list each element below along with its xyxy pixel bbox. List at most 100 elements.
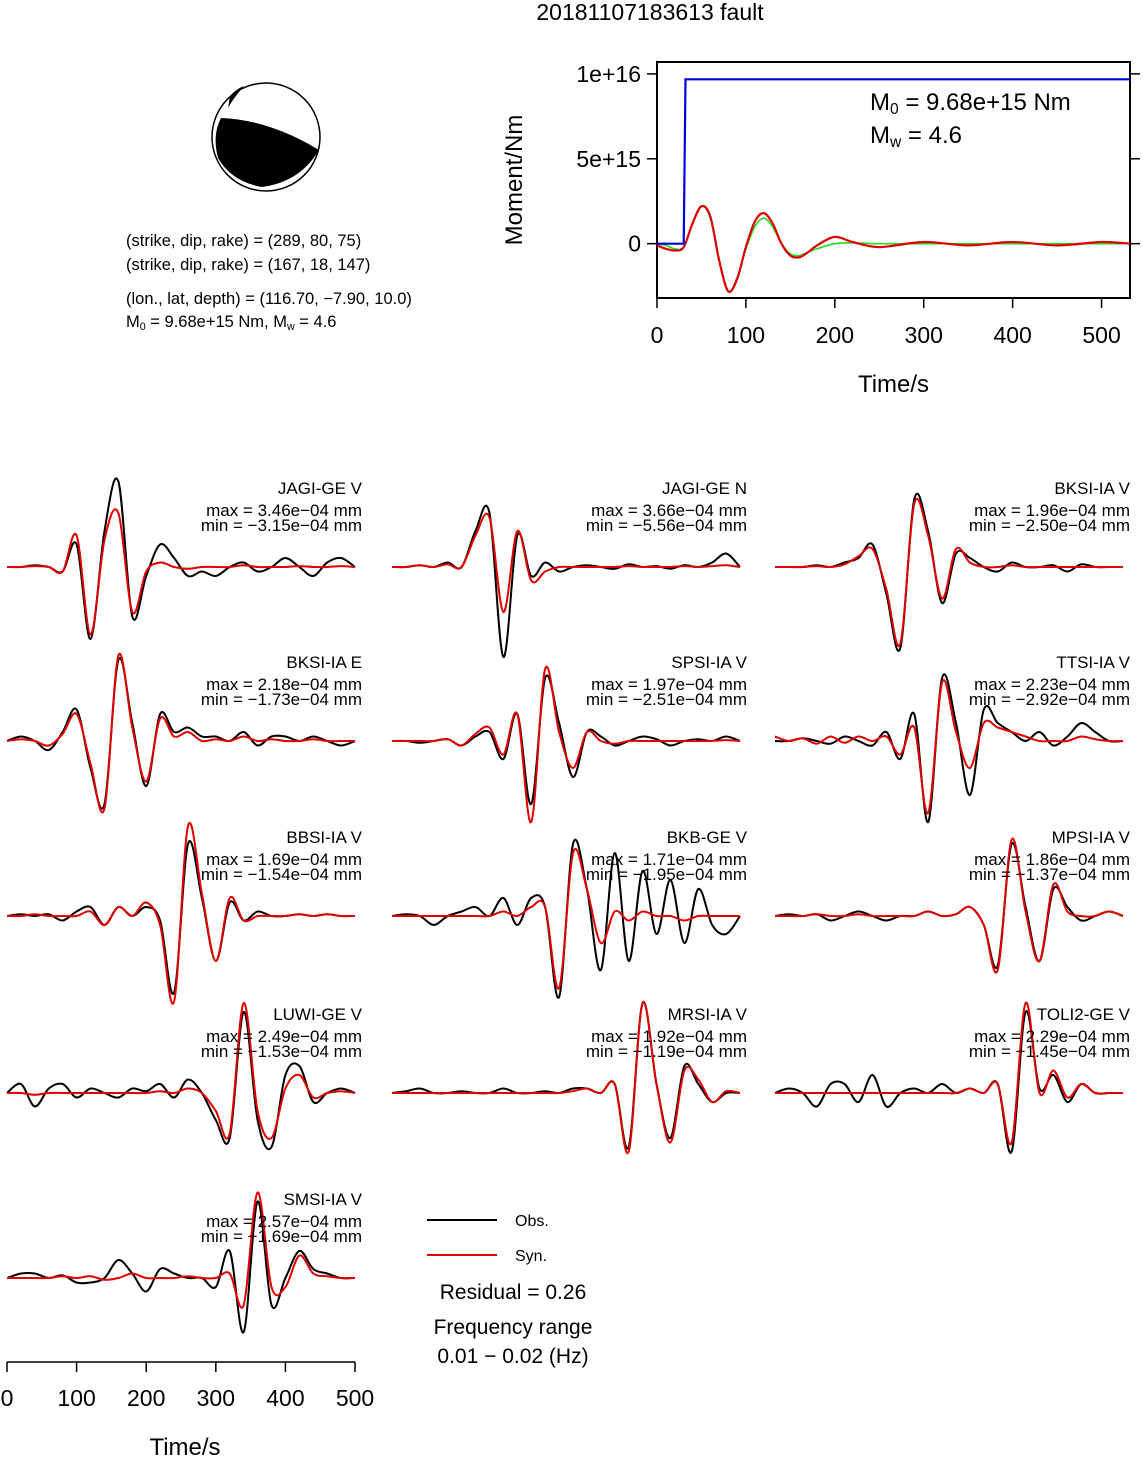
station-name: BBSI-IA V bbox=[286, 828, 362, 847]
subscript: w bbox=[286, 321, 295, 333]
location: (lon., lat, depth) = (116.70, −7.90, 10.… bbox=[126, 290, 412, 308]
synthetic-trace bbox=[6, 1001, 356, 1140]
max-amplitude: max = 1.92e−04 mm bbox=[591, 1027, 747, 1046]
observed-trace bbox=[391, 838, 741, 999]
synthetic-trace bbox=[6, 652, 355, 814]
text-part: M bbox=[870, 122, 890, 149]
series-line bbox=[656, 204, 1131, 293]
station-name: BKSI-IA E bbox=[286, 653, 362, 672]
text-part: = 9.68e+15 Nm, M bbox=[146, 313, 287, 331]
figure-title: 20181107183613 fault bbox=[536, 0, 764, 25]
note: 0.01 − 0.02 (Hz) bbox=[437, 1345, 588, 1368]
min-amplitude: min = −1.69e−04 mm bbox=[201, 1227, 362, 1246]
max-amplitude: max = 3.66e−04 mm bbox=[591, 501, 747, 520]
station-name: JAGI-GE V bbox=[278, 479, 363, 498]
text-part: M bbox=[870, 89, 890, 116]
min-amplitude: min = −2.50e−04 mm bbox=[969, 516, 1130, 535]
text-part: M bbox=[126, 313, 140, 331]
x-tick-label: 400 bbox=[993, 322, 1031, 348]
min-amplitude: min = −1.73e−04 mm bbox=[201, 690, 362, 709]
beachball bbox=[211, 82, 321, 192]
x-tick-label: 200 bbox=[127, 1385, 165, 1411]
station-name: BKB-GE V bbox=[667, 828, 748, 847]
plot-frame bbox=[656, 61, 1131, 299]
observed-trace bbox=[6, 1010, 356, 1151]
synthetic-trace bbox=[392, 665, 741, 824]
x-tick-label: 400 bbox=[266, 1385, 304, 1411]
max-amplitude: max = 1.97e−04 mm bbox=[591, 675, 747, 694]
y-tick-label: 1e+16 bbox=[576, 61, 641, 87]
max-amplitude: max = 2.29e−04 mm bbox=[974, 1027, 1130, 1046]
min-amplitude: min = −1.37e−04 mm bbox=[969, 865, 1130, 884]
x-tick-label: 500 bbox=[1082, 322, 1120, 348]
min-amplitude: min = −1.54e−04 mm bbox=[201, 865, 362, 884]
min-amplitude: min = −1.45e−04 mm bbox=[969, 1042, 1130, 1061]
min-amplitude: min = −2.51e−04 mm bbox=[586, 690, 747, 709]
max-amplitude: max = 2.49e−04 mm bbox=[206, 1027, 362, 1046]
min-amplitude: min = −3.15e−04 mm bbox=[201, 516, 362, 535]
x-tick-label: 200 bbox=[816, 322, 854, 348]
series-line bbox=[656, 205, 1130, 293]
synthetic-trace bbox=[391, 512, 741, 614]
x-tick-label: 100 bbox=[727, 322, 765, 348]
max-amplitude: max = 2.18e−04 mm bbox=[206, 675, 362, 694]
legend-label: Obs. bbox=[515, 1213, 549, 1230]
station-name: BKSI-IA V bbox=[1054, 479, 1130, 498]
x-tick-label: 100 bbox=[57, 1385, 95, 1411]
legend-label: Syn. bbox=[515, 1248, 547, 1265]
nodal-plane: (strike, dip, rake) = (289, 80, 75) bbox=[126, 232, 361, 250]
series-line bbox=[657, 78, 1130, 245]
synthetic-trace bbox=[775, 497, 1123, 647]
max-amplitude: max = 1.69e−04 mm bbox=[206, 850, 362, 869]
text-part: = 4.6 bbox=[295, 313, 337, 331]
synthetic-trace bbox=[775, 1001, 1123, 1146]
subscript: w bbox=[889, 134, 902, 151]
text-part: = 9.68e+15 Nm bbox=[899, 89, 1071, 116]
station-name: LUWI-GE V bbox=[273, 1005, 362, 1024]
station-name: SPSI-IA V bbox=[671, 653, 747, 672]
min-amplitude: min = −1.19e−04 mm bbox=[586, 1042, 747, 1061]
x-tick-label: 300 bbox=[905, 322, 943, 348]
synthetic-trace bbox=[391, 848, 740, 990]
station-name: JAGI-GE N bbox=[662, 479, 747, 498]
station-name: SMSI-IA V bbox=[284, 1190, 363, 1209]
x-axis-label: Time/s bbox=[149, 1434, 220, 1458]
x-axis-label: Time/s bbox=[858, 371, 929, 398]
annotation: M0 = 9.68e+15 Nm bbox=[870, 89, 1071, 118]
text-part: = 4.6 bbox=[901, 122, 962, 149]
note: Frequency range bbox=[434, 1316, 593, 1339]
min-amplitude: min = −2.92e−04 mm bbox=[969, 690, 1130, 709]
station-name: MPSI-IA V bbox=[1052, 828, 1131, 847]
nodal-plane: (strike, dip, rake) = (167, 18, 147) bbox=[126, 256, 370, 274]
max-amplitude: max = 2.23e−04 mm bbox=[974, 675, 1130, 694]
min-amplitude: min = −5.56e−04 mm bbox=[586, 516, 747, 535]
max-amplitude: max = 1.96e−04 mm bbox=[974, 501, 1130, 520]
y-tick-label: 5e+15 bbox=[576, 146, 641, 172]
moment: M0 = 9.68e+15 Nm, Mw = 4.6 bbox=[126, 313, 336, 333]
synthetic-trace bbox=[392, 1000, 741, 1155]
max-amplitude: max = 2.57e−04 mm bbox=[206, 1212, 362, 1231]
station-name: TTSI-IA V bbox=[1056, 653, 1130, 672]
max-amplitude: max = 1.86e−04 mm bbox=[974, 850, 1130, 869]
y-tick-label: 0 bbox=[628, 231, 641, 257]
synthetic-trace bbox=[6, 822, 356, 1005]
x-tick-label: 500 bbox=[336, 1385, 374, 1411]
subscript: 0 bbox=[890, 101, 899, 118]
subscript: 0 bbox=[140, 321, 146, 333]
note: Residual = 0.26 bbox=[440, 1281, 587, 1304]
annotation: Mw = 4.6 bbox=[870, 122, 962, 151]
max-amplitude: max = 3.46e−04 mm bbox=[206, 501, 362, 520]
x-tick-label: 0 bbox=[651, 322, 664, 348]
max-amplitude: max = 1.71e−04 mm bbox=[591, 850, 747, 869]
station-name: TOLI2-GE V bbox=[1037, 1005, 1131, 1024]
synthetic-trace bbox=[6, 508, 356, 636]
min-amplitude: min = −1.53e−04 mm bbox=[201, 1042, 362, 1061]
synthetic-trace bbox=[6, 1191, 356, 1309]
min-amplitude: min = −1.95e−04 mm bbox=[586, 865, 747, 884]
y-axis-label: Moment/Nm bbox=[501, 115, 528, 246]
synthetic-trace bbox=[774, 837, 1124, 974]
x-tick-label: 0 bbox=[1, 1385, 14, 1411]
x-tick-label: 300 bbox=[197, 1385, 235, 1411]
